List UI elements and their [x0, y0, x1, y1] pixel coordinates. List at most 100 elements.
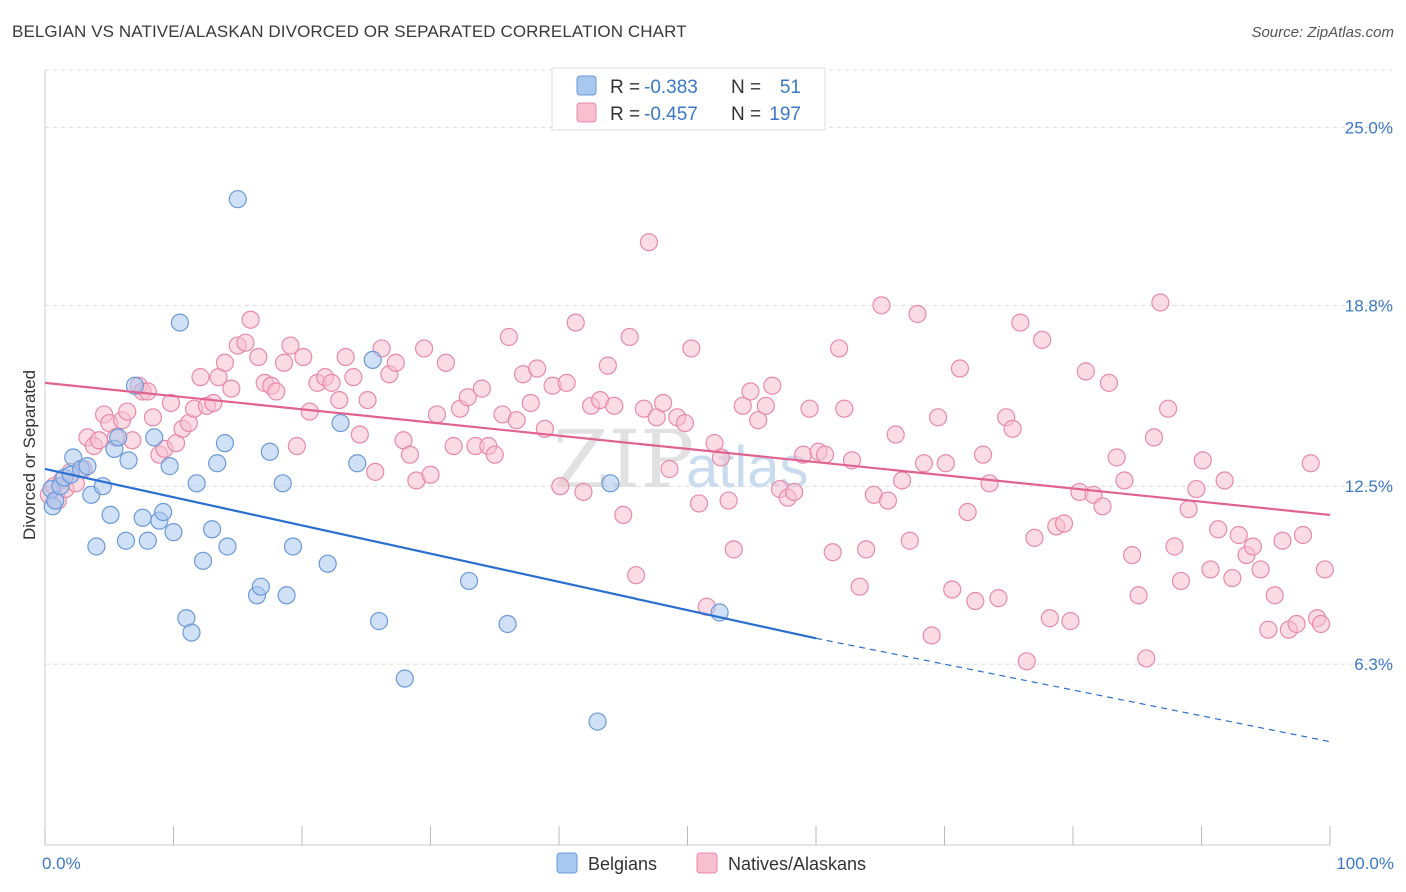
legend: R = -0.383 N = 51 R = -0.457 N = 197: [551, 67, 826, 131]
natives-alaskans-point: [900, 531, 919, 550]
natives-alaskans-point: [785, 482, 804, 502]
natives-alaskans-point: [614, 505, 633, 525]
natives-alaskans-point: [507, 411, 526, 430]
natives-alaskans-point: [928, 408, 948, 427]
bottom-legend-swatch-natives: [696, 852, 718, 874]
natives-alaskans-point: [1099, 373, 1119, 392]
natives-alaskans-point: [499, 327, 518, 347]
natives-alaskans-point: [267, 382, 286, 401]
natives-alaskans-point: [1061, 612, 1080, 631]
legend-swatch-belgians: [576, 75, 597, 96]
natives-alaskans-point: [835, 399, 854, 418]
legend-r-label-natives: R =: [610, 104, 640, 125]
natives-alaskans-point: [551, 477, 570, 496]
natives-alaskans-point: [1040, 609, 1059, 628]
natives-alaskans-point: [892, 471, 912, 490]
belgians-point: [170, 313, 190, 332]
natives-alaskans-point: [1003, 419, 1022, 438]
natives-alaskans-point: [689, 494, 709, 513]
natives-alaskans-point: [1287, 614, 1306, 634]
natives-alaskans-point: [1265, 586, 1284, 605]
natives-alaskans-point: [872, 296, 891, 315]
natives-alaskans-point: [857, 540, 876, 559]
natives-alaskans-point: [521, 393, 540, 413]
belgians-point: [87, 537, 106, 556]
natives-alaskans-point: [344, 368, 363, 387]
natives-alaskans-point: [1076, 362, 1095, 381]
natives-alaskans-point: [1158, 399, 1178, 418]
natives-alaskans-point: [143, 408, 163, 427]
legend-swatch-natives: [576, 102, 597, 123]
natives-alaskans-point: [966, 591, 985, 611]
natives-alaskans-point: [191, 368, 210, 387]
belgians-point: [459, 571, 479, 591]
natives-alaskans-point: [1301, 454, 1320, 473]
natives-alaskans-point: [574, 482, 593, 502]
belgians-point: [588, 712, 607, 731]
belgians-point: [370, 612, 389, 631]
watermark-zip: ZIP: [553, 413, 694, 506]
belgians-point: [277, 586, 296, 605]
y-tick-label: 6.3%: [1354, 655, 1393, 674]
natives-alaskans-point: [281, 336, 300, 355]
natives-alaskans-point: [830, 339, 849, 358]
natives-alaskans-point: [950, 359, 970, 378]
belgians-point: [101, 505, 120, 525]
belgians-point: [251, 577, 270, 596]
belgians-point: [218, 537, 237, 556]
y-tick-labels: 6.3% 12.5% 18.8% 25.0%: [1345, 118, 1393, 674]
bottom-legend-swatch-belgians: [556, 852, 578, 874]
chart-title: BELGIAN VS NATIVE/ALASKAN DIVORCED OR SE…: [12, 22, 687, 41]
chart-source: Source: ZipAtlas.com: [1251, 24, 1394, 41]
natives-alaskans-point: [1243, 537, 1263, 556]
natives-alaskans-point: [350, 425, 369, 444]
natives-alaskans-point: [958, 502, 977, 522]
natives-alaskans-point: [414, 339, 434, 358]
natives-alaskans-point: [1179, 500, 1198, 519]
natives-alaskans-point: [605, 396, 624, 415]
belgians-point: [116, 531, 136, 550]
legend-r-label-belgians: R =: [610, 77, 640, 98]
natives-alaskans-point: [763, 376, 782, 395]
legend-box: [551, 67, 826, 131]
natives-alaskans-point: [236, 333, 255, 352]
bottom-legend-label-natives: Natives/Alaskans: [728, 854, 866, 874]
natives-alaskans-point: [1209, 520, 1228, 539]
natives-alaskans-point: [161, 393, 181, 413]
belgians-point: [109, 428, 128, 447]
natives-alaskans-point: [336, 347, 355, 367]
belgians-point: [78, 457, 97, 476]
natives-alaskans-point: [989, 589, 1008, 608]
natives-alaskans-point: [1129, 586, 1148, 605]
belgians-point: [193, 551, 213, 570]
natives-alaskans-point: [675, 413, 695, 433]
natives-alaskans-point: [566, 313, 585, 332]
belgians-point: [601, 474, 620, 493]
x-ticks: [44, 826, 1331, 845]
natives-alaskans-point: [660, 459, 679, 479]
natives-alaskans-point: [222, 379, 241, 398]
series-natives-alaskans: [39, 233, 1334, 671]
legend-n-value-belgians: 51: [780, 77, 801, 98]
natives-alaskans-point: [1115, 471, 1134, 490]
natives-alaskans-point: [943, 580, 962, 599]
natives-alaskans-point: [421, 465, 440, 484]
natives-alaskans-point: [294, 347, 313, 367]
natives-alaskans-point: [427, 405, 447, 424]
natives-alaskans-point: [436, 353, 456, 372]
natives-alaskans-point: [249, 347, 268, 367]
belgians-point: [498, 614, 517, 634]
natives-alaskans-point: [749, 411, 768, 430]
natives-alaskans-point: [1259, 620, 1278, 639]
natives-alaskans-point: [980, 474, 999, 493]
natives-alaskans-point: [626, 566, 646, 585]
belgians-point: [363, 350, 382, 370]
legend-r-value-natives: -0.457: [644, 104, 698, 125]
natives-alaskans-point: [528, 359, 547, 378]
natives-alaskans-point: [1025, 528, 1044, 547]
natives-alaskans-point: [358, 390, 377, 410]
belgians-point: [119, 451, 138, 470]
belgians-point: [187, 474, 206, 493]
y-axis-label: Divorced or Separated: [20, 370, 39, 540]
natives-alaskans-point: [1229, 525, 1248, 545]
